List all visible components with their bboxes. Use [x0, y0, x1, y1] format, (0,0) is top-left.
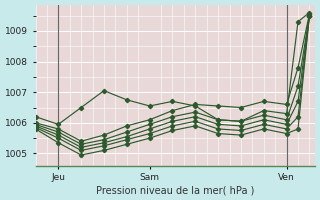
X-axis label: Pression niveau de la mer( hPa ): Pression niveau de la mer( hPa ) [96, 185, 254, 195]
